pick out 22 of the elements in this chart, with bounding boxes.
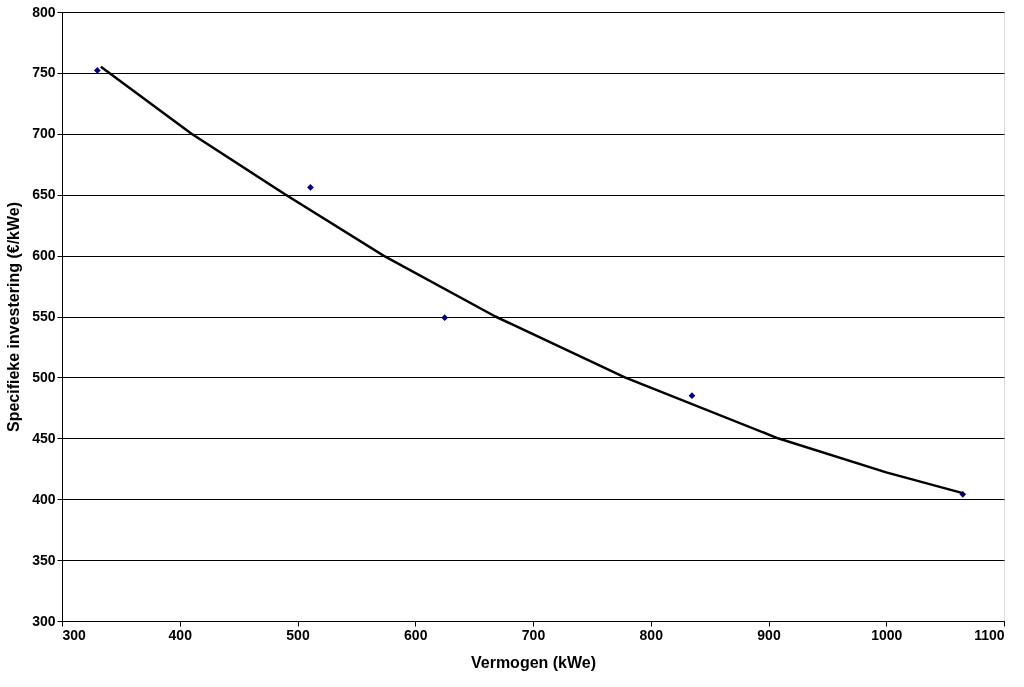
y-tick-label: 450	[32, 429, 56, 446]
y-tick-label: 700	[32, 125, 56, 142]
x-tick-label: 300	[62, 626, 87, 643]
y-tick-label: 750	[32, 64, 56, 81]
x-tick-label: 1100	[974, 626, 1005, 643]
x-axis-title: Vermogen (kWe)	[470, 653, 597, 671]
y-tick-label: 550	[32, 308, 56, 324]
y-tick-label: 600	[32, 247, 56, 264]
x-tick-label: 600	[404, 626, 428, 643]
x-tick-label: 900	[757, 626, 781, 643]
y-tick-label: 650	[32, 186, 56, 203]
y-tick-label: 500	[32, 368, 56, 385]
y-tick-label: 350	[32, 551, 56, 568]
x-tick-label: 1000	[871, 626, 903, 643]
y-tick-label: 400	[32, 490, 56, 507]
x-tick-label: 700	[521, 626, 546, 643]
y-axis-title: Specifieke investering (€/kWe)	[5, 201, 23, 433]
x-tick-label: 800	[639, 626, 664, 643]
x-tick-label: 500	[286, 626, 310, 643]
y-tick-label: 800	[32, 3, 56, 20]
y-tick-label: 300	[32, 612, 56, 629]
x-tick-label: 400	[168, 626, 193, 643]
